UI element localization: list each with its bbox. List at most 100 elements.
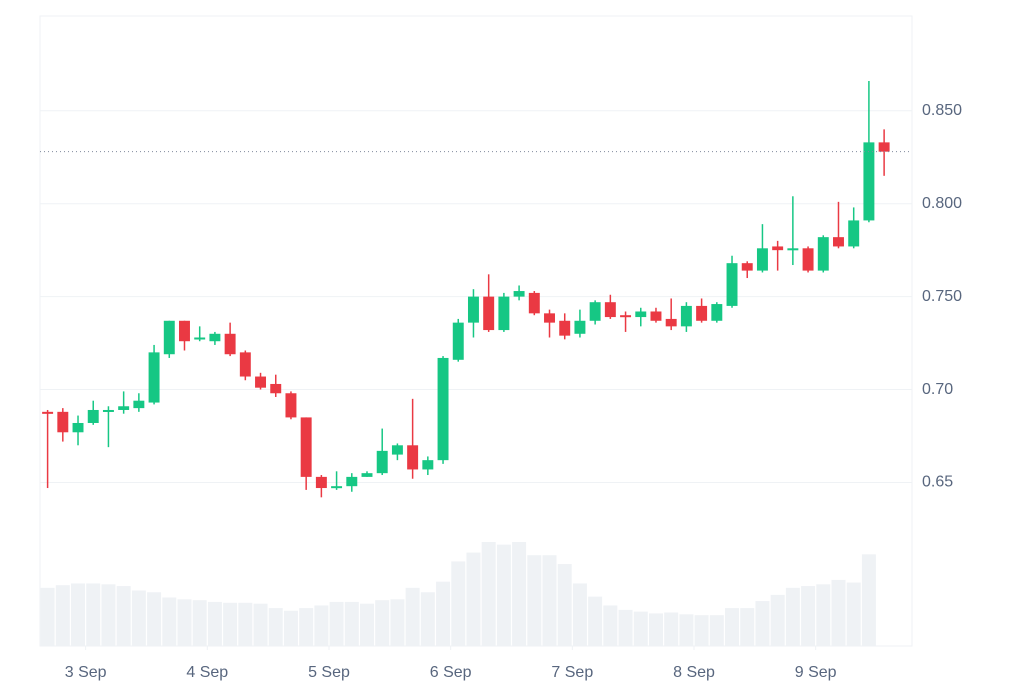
candle-body bbox=[239, 352, 251, 377]
candle-body bbox=[483, 296, 495, 331]
candle-body bbox=[528, 292, 540, 314]
volume-bar bbox=[40, 587, 55, 646]
volume-bar bbox=[785, 587, 800, 646]
y-tick-label: 0.850 bbox=[922, 102, 962, 119]
volume-bar bbox=[648, 613, 663, 646]
volume-bar bbox=[390, 599, 405, 646]
candle-body bbox=[42, 411, 54, 414]
candle-body bbox=[270, 383, 282, 394]
volume-bar bbox=[481, 542, 496, 646]
candle-body bbox=[680, 305, 692, 327]
volume-bar bbox=[633, 611, 648, 646]
candle-body bbox=[102, 409, 114, 412]
candle-body bbox=[452, 322, 464, 360]
volume-bar bbox=[207, 601, 222, 646]
y-tick-label: 0.65 bbox=[922, 474, 953, 491]
volume-bar bbox=[512, 542, 527, 646]
volume-bar bbox=[572, 583, 587, 646]
volume-bar bbox=[588, 596, 603, 646]
x-tick-label: 4 Sep bbox=[186, 664, 228, 681]
volume-bar bbox=[71, 583, 86, 646]
candle-body bbox=[209, 333, 221, 342]
volume-bar bbox=[116, 586, 131, 646]
candle-body bbox=[331, 486, 343, 489]
candle-body bbox=[224, 333, 236, 355]
candle-body bbox=[300, 417, 312, 477]
candle-body bbox=[711, 304, 723, 321]
candle-body bbox=[848, 220, 860, 247]
y-tick-label: 0.750 bbox=[922, 288, 962, 305]
candle-body bbox=[741, 263, 753, 271]
volume-bar bbox=[360, 603, 374, 646]
candle-body bbox=[118, 406, 130, 410]
candle-body bbox=[148, 352, 160, 403]
volume-bar bbox=[101, 584, 116, 646]
volume-bar bbox=[238, 602, 253, 646]
candle-body bbox=[72, 422, 84, 433]
volume-bar bbox=[375, 600, 390, 646]
volume-bar bbox=[709, 615, 724, 646]
candle-body bbox=[559, 320, 571, 336]
volume-bar bbox=[131, 590, 146, 646]
volume-bar bbox=[557, 564, 572, 646]
candle-body bbox=[833, 237, 844, 247]
volume-bar bbox=[496, 544, 511, 646]
volume-bar bbox=[268, 608, 283, 646]
candle-body bbox=[726, 263, 738, 306]
candle-body bbox=[361, 473, 373, 477]
volume-bar bbox=[177, 599, 192, 646]
volume-bar bbox=[405, 587, 420, 646]
candle-body bbox=[544, 313, 555, 323]
volume-bar bbox=[466, 552, 481, 646]
volume-bar bbox=[846, 582, 861, 646]
candle-body bbox=[422, 460, 434, 470]
volume-bar bbox=[420, 592, 435, 646]
volume-bar bbox=[618, 609, 633, 646]
candle-body bbox=[391, 445, 403, 455]
volume-bar bbox=[755, 601, 770, 646]
x-tick-label: 6 Sep bbox=[430, 664, 472, 681]
candle-body bbox=[179, 320, 190, 342]
candle-body bbox=[467, 296, 479, 323]
volume-bar bbox=[679, 614, 694, 646]
candle-body bbox=[863, 142, 875, 221]
candle-body bbox=[878, 142, 890, 152]
volume-bar bbox=[329, 601, 344, 646]
volume-bar bbox=[314, 605, 329, 646]
volume-bar bbox=[770, 594, 785, 646]
volume-bar bbox=[694, 615, 709, 646]
candle-body bbox=[817, 237, 829, 271]
candle-body bbox=[650, 311, 662, 321]
candle-body bbox=[285, 393, 297, 418]
volume-bar bbox=[816, 584, 831, 646]
candle-body bbox=[315, 476, 327, 489]
candle-body bbox=[574, 320, 586, 334]
candle-body bbox=[437, 357, 449, 461]
candle-body bbox=[133, 400, 145, 409]
volume-bar bbox=[664, 612, 679, 646]
candle-body bbox=[376, 450, 388, 474]
candle-body bbox=[346, 476, 358, 487]
volume-bar bbox=[192, 600, 207, 646]
volume-bar bbox=[86, 583, 101, 646]
volume-bar bbox=[223, 602, 238, 646]
candle-body bbox=[787, 248, 799, 251]
candle-body bbox=[513, 291, 525, 297]
candle-body bbox=[604, 302, 616, 318]
candle-body bbox=[589, 302, 601, 321]
candle-body bbox=[635, 311, 647, 318]
volume-bar bbox=[542, 555, 557, 646]
y-tick-label: 0.70 bbox=[922, 381, 953, 398]
x-tick-label: 5 Sep bbox=[308, 664, 350, 681]
volume-bar bbox=[299, 608, 314, 646]
volume-bar bbox=[55, 585, 70, 646]
volume-bar bbox=[253, 603, 268, 646]
x-tick-label: 8 Sep bbox=[673, 664, 715, 681]
x-tick-label: 9 Sep bbox=[795, 664, 837, 681]
volume-bar bbox=[147, 592, 162, 646]
candle-body bbox=[57, 411, 69, 433]
candle-body bbox=[194, 337, 206, 340]
candle-body bbox=[163, 320, 175, 355]
candle-body bbox=[498, 296, 510, 331]
